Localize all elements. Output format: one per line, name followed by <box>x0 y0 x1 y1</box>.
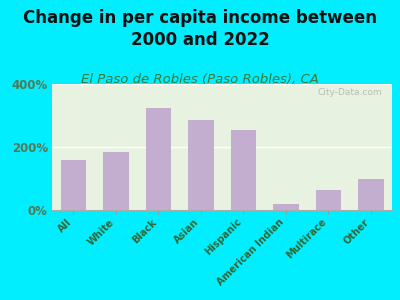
Text: Change in per capita income between
2000 and 2022: Change in per capita income between 2000… <box>23 9 377 49</box>
Bar <box>230 130 256 210</box>
Bar <box>188 120 214 210</box>
Bar <box>273 204 298 210</box>
Bar <box>146 108 171 210</box>
Text: City-Data.com: City-Data.com <box>317 88 382 97</box>
Bar <box>358 178 384 210</box>
Bar <box>316 190 341 210</box>
Bar <box>60 160 86 210</box>
Text: El Paso de Robles (Paso Robles), CA: El Paso de Robles (Paso Robles), CA <box>81 74 319 86</box>
Bar <box>103 152 128 210</box>
